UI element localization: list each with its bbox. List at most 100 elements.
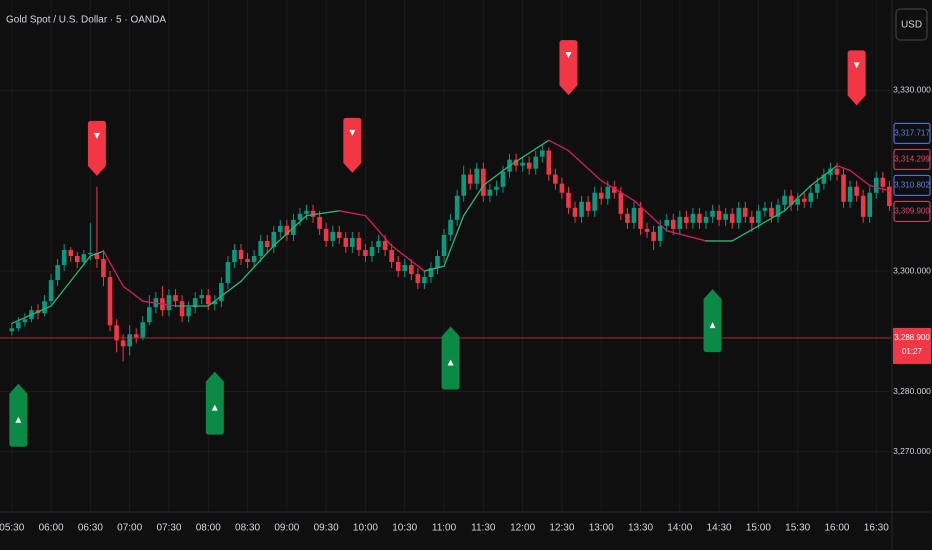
candle-body [343, 237, 349, 247]
moving-average [666, 230, 707, 242]
candle-body [376, 240, 381, 247]
buy-signal [441, 326, 460, 390]
signal-arrow-icon [853, 62, 860, 69]
candle-body [107, 277, 113, 326]
signal-arrow-icon [565, 52, 572, 59]
x-tick-label: 07:00 [117, 523, 142, 534]
candle-body [271, 231, 277, 247]
signal-arrow-icon [709, 322, 716, 329]
candle-body [192, 298, 198, 308]
moving-average [338, 210, 367, 217]
y-tick-label: 3,280.000 [893, 386, 931, 396]
moving-average [731, 225, 760, 242]
candle-body [553, 174, 558, 184]
candle-body [860, 195, 866, 217]
candle-body [598, 192, 604, 199]
moving-average [869, 184, 891, 192]
candle-body [22, 319, 28, 323]
candle-body [467, 174, 473, 184]
moving-average [142, 300, 177, 307]
candle-body [677, 216, 683, 229]
candle-body [756, 210, 761, 223]
moving-average [443, 214, 465, 267]
candle-body [684, 216, 689, 223]
candle-body [815, 183, 820, 193]
moving-average [836, 164, 851, 172]
candle-body [81, 254, 87, 263]
moving-average [849, 169, 871, 187]
candle-body [428, 268, 434, 278]
axes: 05:30 06:00 06:30 07:00 07:30 08:00 08:30 09:00… [0, 85, 931, 534]
candle-body [448, 219, 453, 235]
candle-body [566, 192, 571, 208]
candle-body [742, 207, 748, 217]
candle-body [9, 328, 15, 332]
moving-average [11, 305, 52, 325]
chart-title: Gold Spot / U.S. Dollar · 5 · OANDA [6, 15, 166, 26]
candle-body [88, 252, 93, 255]
currency-button[interactable] [895, 8, 928, 41]
candle-body [612, 186, 617, 193]
signal-arrow-icon [211, 404, 218, 411]
y-tick-label: 3,300.000 [893, 265, 931, 275]
candle-body [651, 231, 656, 241]
candle-body [330, 231, 335, 241]
x-tick-label: 11:00 [432, 523, 457, 534]
moving-average [508, 139, 550, 167]
candle-body [435, 256, 440, 269]
last-price-tag [893, 327, 931, 364]
moving-average [757, 210, 786, 227]
candle-body [828, 168, 833, 175]
x-tick-label: 15:30 [785, 523, 810, 534]
candle-body [847, 186, 853, 202]
candle-body [127, 334, 132, 347]
moving-average [463, 184, 484, 217]
candle-body [179, 301, 185, 317]
candle-body [42, 301, 47, 314]
candle-body [461, 174, 466, 196]
candle-body [572, 207, 578, 217]
candle-body [245, 259, 250, 263]
candle-body [74, 256, 80, 263]
moving-average [240, 245, 275, 282]
candle-body [873, 177, 879, 193]
moving-average [810, 164, 838, 187]
candle-body [350, 237, 355, 247]
candle-body [219, 283, 224, 302]
candle-body [408, 265, 414, 275]
candle-body [278, 225, 283, 232]
candle-body [382, 240, 388, 250]
candle-body [173, 295, 178, 302]
signal-arrow-icon [15, 416, 22, 423]
moving-average [600, 180, 635, 202]
moving-average [89, 250, 105, 257]
candle-body [317, 216, 322, 229]
candle-body [225, 262, 231, 284]
x-tick-label: 14:30 [707, 523, 732, 534]
candle-body [631, 207, 637, 223]
moving-average [390, 245, 426, 272]
moving-average [50, 255, 92, 307]
candle-body [749, 216, 755, 223]
x-tick-label: 09:30 [314, 523, 339, 534]
candle-body [422, 277, 427, 284]
candle-body [481, 168, 486, 196]
price-tag-label: 3,310.802 [894, 181, 930, 190]
sell-signal [87, 120, 106, 176]
moving-average [482, 164, 511, 187]
candle-body [795, 198, 800, 205]
candle-body [369, 246, 375, 256]
candle-body [284, 225, 290, 235]
price-tag-label: 3,309.900 [894, 207, 930, 216]
candle-body [415, 274, 421, 284]
moving-average [633, 199, 668, 232]
candle-body [500, 171, 506, 187]
candle-body [297, 213, 303, 220]
x-tick-label: 13:00 [589, 523, 614, 534]
candle-body [710, 210, 715, 217]
price-tag [893, 122, 931, 144]
signal-arrow-icon [349, 129, 356, 136]
candle-body [212, 301, 218, 305]
candle-body [454, 195, 460, 220]
